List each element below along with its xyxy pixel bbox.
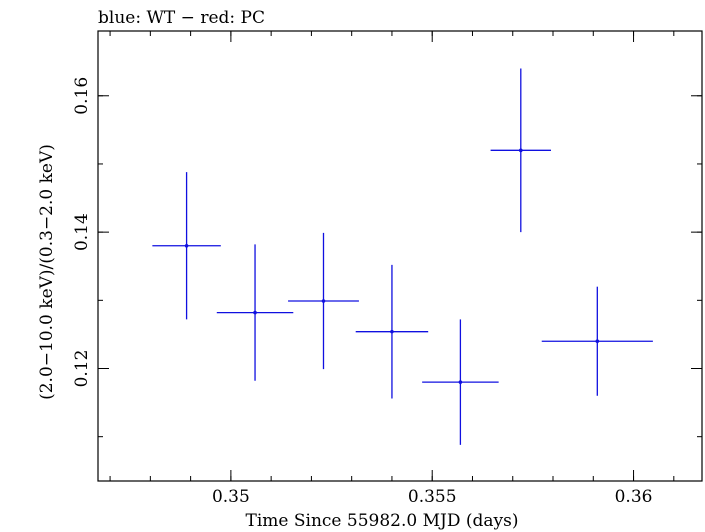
data-marker	[458, 380, 463, 384]
data-point-7	[541, 286, 653, 396]
y-tick-label: 0.14	[72, 213, 92, 251]
axis-ticks	[98, 31, 702, 481]
data-point-1	[152, 172, 221, 320]
x-tick-label: 0.355	[408, 487, 457, 507]
y-tick-label: 0.12	[72, 350, 92, 388]
axis-tick-labels: 0.35 0.355 0.36 0.12 0.14 0.16	[72, 77, 652, 507]
data-series	[152, 68, 653, 445]
series-wt	[152, 68, 653, 445]
data-marker	[253, 310, 257, 315]
data-marker	[519, 148, 523, 153]
data-point-3	[288, 232, 359, 370]
chart-title: blue: WT − red: PC	[98, 8, 265, 28]
plot-frame	[97, 30, 703, 482]
data-point-5	[422, 319, 499, 445]
data-point-2	[216, 244, 294, 381]
x-axis-label: Time Since 55982.0 MJD (days)	[246, 511, 519, 531]
data-marker	[595, 339, 600, 344]
y-axis-label: (2.0−10.0 keV)/(0.3−2.0 keV)	[37, 144, 57, 400]
data-marker	[184, 243, 189, 248]
data-marker	[390, 329, 394, 334]
x-tick-label: 0.35	[212, 487, 250, 507]
data-marker	[321, 299, 326, 303]
x-tick-label: 0.36	[615, 487, 653, 507]
y-tick-label: 0.16	[72, 77, 92, 115]
data-point-6	[490, 68, 551, 233]
data-point-4	[355, 264, 429, 399]
